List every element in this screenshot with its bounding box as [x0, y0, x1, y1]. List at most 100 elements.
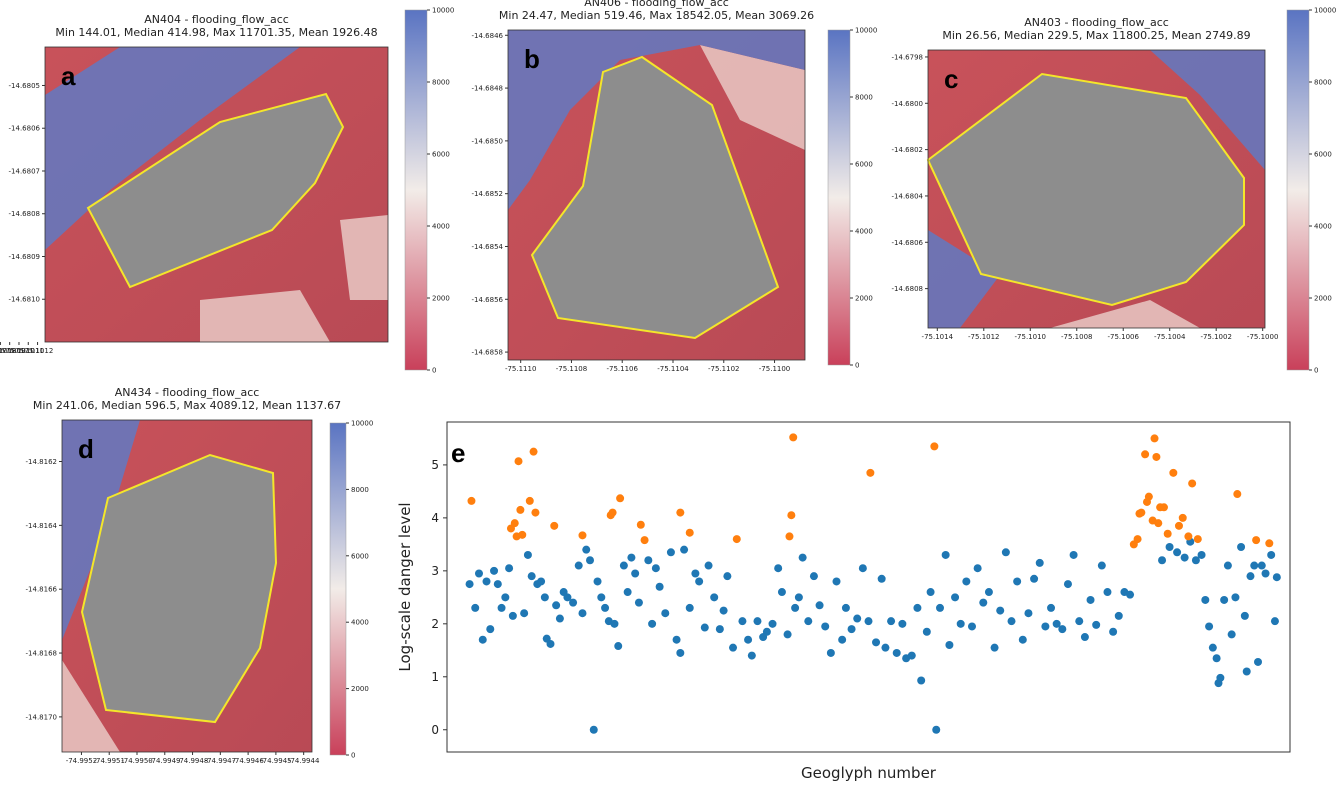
data-point — [490, 566, 499, 575]
data-point — [1184, 532, 1193, 541]
data-point — [930, 442, 939, 451]
y-tick-label: -14.8166 — [26, 586, 58, 594]
x-axis-label: Geoglyph number — [801, 764, 937, 782]
data-point — [467, 496, 476, 505]
data-point — [508, 611, 517, 620]
map-subtitle: Min 26.56, Median 229.5, Max 11800.25, M… — [942, 29, 1250, 42]
y-tick-label: 2 — [431, 617, 439, 631]
colorbar-tick-label: 0 — [432, 367, 436, 375]
data-point — [651, 564, 660, 573]
colorbar-tick-label: 0 — [855, 362, 859, 370]
data-point — [941, 550, 950, 559]
data-point — [1246, 572, 1255, 581]
data-point — [1150, 434, 1159, 443]
data-point — [996, 606, 1005, 615]
data-point — [1270, 617, 1279, 626]
data-point — [1018, 635, 1027, 644]
data-point — [1242, 667, 1251, 676]
colorbar-tick-label: 6000 — [432, 151, 450, 159]
colorbar-tick-label: 6000 — [351, 552, 369, 560]
x-tick-label: -74.9951 — [93, 757, 124, 765]
data-point — [777, 588, 786, 597]
y-tick-label: -14.6856 — [472, 296, 504, 304]
data-point — [631, 569, 640, 578]
data-point — [1208, 643, 1217, 652]
map-frame — [927, 49, 1266, 329]
x-tick-label: -75.1000 — [1247, 333, 1278, 341]
y-tick-label: -14.6805 — [9, 82, 40, 90]
data-point — [1197, 550, 1206, 559]
x-tick-label: -75.1010 — [1015, 333, 1046, 341]
data-point — [627, 553, 636, 562]
data-point — [597, 593, 606, 602]
y-tick-label: -14.8162 — [26, 458, 57, 466]
data-point — [926, 588, 935, 597]
colorbar-tick-label: 10000 — [351, 420, 373, 428]
data-point — [520, 609, 529, 618]
data-point — [666, 548, 675, 557]
colorbar — [827, 29, 851, 366]
data-point — [1097, 561, 1106, 570]
x-tick-label: -75.1014 — [922, 333, 954, 341]
map-frame — [44, 46, 389, 343]
y-tick-label: -14.6802 — [892, 146, 923, 154]
data-point — [505, 564, 514, 573]
data-point — [732, 535, 741, 544]
data-point — [738, 617, 747, 626]
data-point — [826, 648, 835, 657]
data-point — [1267, 550, 1276, 559]
data-point — [768, 619, 777, 628]
x-tick-label: -75.1011 — [13, 347, 44, 355]
y-tick-label: 4 — [431, 511, 439, 525]
data-point — [619, 561, 628, 570]
data-point — [847, 625, 856, 634]
data-point — [1092, 620, 1101, 629]
x-tick-label: -75.1012 — [22, 347, 53, 355]
colorbar — [404, 9, 428, 371]
data-point — [932, 725, 941, 734]
data-point — [951, 593, 960, 602]
data-point — [523, 550, 532, 559]
y-tick-label: -14.6806 — [892, 239, 924, 247]
x-tick-label: -74.9944 — [288, 757, 320, 765]
data-point — [563, 593, 572, 602]
map-frame — [507, 29, 806, 361]
data-point — [744, 635, 753, 644]
data-point — [809, 572, 818, 581]
panel-letter: b — [524, 44, 540, 74]
y-tick-label: -14.8168 — [26, 650, 57, 658]
data-point — [1144, 492, 1153, 501]
x-tick-label: -75.1002 — [1200, 333, 1231, 341]
data-point — [1152, 452, 1161, 461]
x-tick-label: -74.9952 — [66, 757, 97, 765]
data-point — [962, 577, 971, 586]
data-point — [1227, 630, 1236, 639]
data-point — [552, 601, 561, 610]
x-tick-label: -75.1104 — [657, 365, 689, 373]
data-point — [1126, 590, 1135, 599]
colorbar-tick-label: 8000 — [432, 79, 450, 87]
colorbar-tick-label: 6000 — [1314, 151, 1332, 159]
colorbar-tick-label: 4000 — [432, 223, 450, 231]
data-point — [648, 619, 657, 628]
data-point — [497, 603, 506, 612]
y-tick-label: -14.6800 — [892, 100, 923, 108]
data-point — [1158, 556, 1167, 565]
data-point — [1069, 550, 1078, 559]
data-point — [555, 614, 564, 623]
x-tick-label: -75.1006 — [1107, 333, 1139, 341]
data-point — [586, 556, 595, 565]
data-point — [644, 556, 653, 565]
data-point — [990, 643, 999, 652]
colorbar — [1286, 9, 1310, 371]
data-point — [465, 580, 474, 589]
y-tick-label: -14.8164 — [26, 522, 58, 530]
x-tick-label: -75.1100 — [759, 365, 790, 373]
data-point — [1212, 654, 1221, 663]
data-point — [710, 593, 719, 602]
x-tick-label: -75.1007 — [0, 347, 7, 355]
data-point — [838, 635, 847, 644]
data-point — [486, 625, 495, 634]
data-point — [719, 606, 728, 615]
map-raster-blue — [928, 230, 1000, 328]
